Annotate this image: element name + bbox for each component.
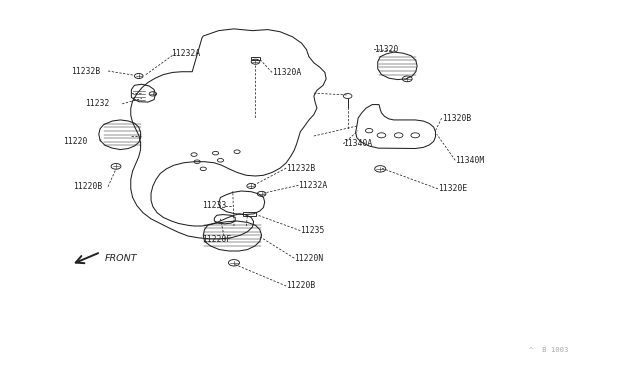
Text: 11220B: 11220B: [286, 282, 316, 291]
Text: 11232B: 11232B: [286, 164, 316, 173]
Text: 11235: 11235: [300, 226, 324, 235]
Text: 11340M: 11340M: [455, 156, 484, 165]
Text: 11232A: 11232A: [298, 181, 328, 190]
Text: 11320E: 11320E: [438, 185, 467, 193]
Text: 11320B: 11320B: [442, 114, 471, 123]
Text: ^  B 1003: ^ B 1003: [529, 347, 568, 353]
Text: 11220: 11220: [63, 137, 88, 146]
Text: 11232B: 11232B: [71, 67, 100, 76]
Bar: [251, 57, 260, 60]
Text: 11232A: 11232A: [172, 49, 200, 58]
Text: 11320A: 11320A: [272, 68, 301, 77]
Text: 11220N: 11220N: [294, 254, 323, 263]
Text: FRONT: FRONT: [105, 254, 138, 263]
Bar: [243, 212, 256, 217]
Text: 11320: 11320: [374, 45, 399, 54]
Text: 11220F: 11220F: [202, 235, 231, 244]
Text: 11220B: 11220B: [73, 182, 102, 191]
Text: 11233: 11233: [202, 201, 227, 210]
Text: 11232: 11232: [85, 99, 109, 108]
Text: 11340A: 11340A: [343, 140, 372, 148]
